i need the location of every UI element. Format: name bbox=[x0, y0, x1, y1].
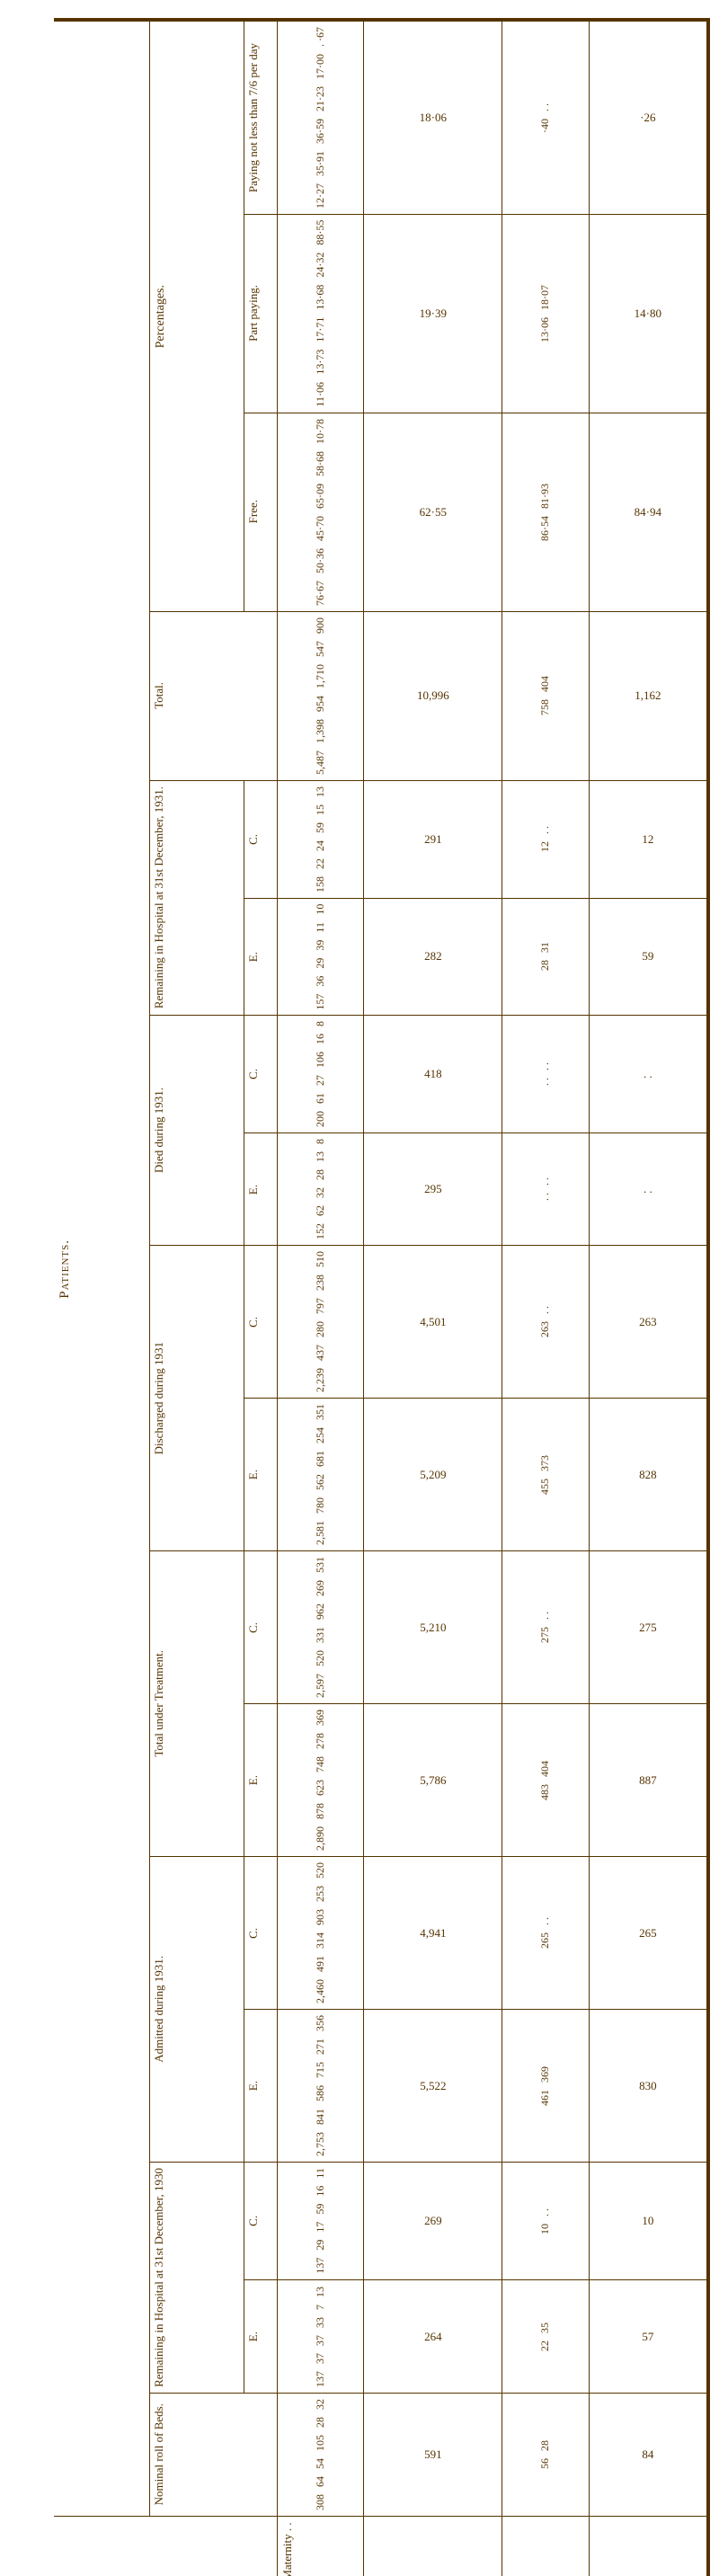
payfull-sub: 18·06 bbox=[364, 22, 502, 215]
tot-c-tot: 275 bbox=[589, 1551, 706, 1704]
died-c-values: 2006127106168 bbox=[278, 1016, 364, 1133]
died-c-sub: 418 bbox=[364, 1016, 502, 1133]
free-g2: 86·5481·93 bbox=[502, 413, 589, 611]
tot-c-g2: 275. . bbox=[502, 1551, 589, 1704]
free-tot: 84·94 bbox=[589, 413, 706, 611]
rem1930-c-g2: 10. . bbox=[502, 2163, 589, 2280]
adm-c-tot: 265 bbox=[589, 1857, 706, 2010]
rem1930-e-g2: 2235 bbox=[502, 2280, 589, 2394]
rem1931-c-values: 1582224591513 bbox=[278, 780, 364, 898]
rem1930-c-sub: 269 bbox=[364, 2163, 502, 2280]
rem1930-e-sub: 264 bbox=[364, 2280, 502, 2394]
total-g2: 758404 bbox=[502, 611, 589, 780]
dis-c-g2: 263. . bbox=[502, 1246, 589, 1399]
patients-label: Patients. bbox=[54, 1230, 76, 1308]
rem1931-c-tot: 12 bbox=[589, 780, 706, 898]
ppay-tot: 14·80 bbox=[589, 215, 706, 413]
tot-e-tot: 887 bbox=[589, 1704, 706, 1857]
rem1931-e-g2: 2831 bbox=[502, 898, 589, 1016]
total-values: 5,4871,3989541,710547900 bbox=[278, 611, 364, 780]
died-c-g2: . .. . bbox=[502, 1016, 589, 1133]
rem1930-c-values: 1372917591611 bbox=[278, 2163, 364, 2280]
hdr-died: Died during 1931. bbox=[150, 1082, 168, 1178]
payfull-values: 12·2735·9136·5921·2317·00. ·67 bbox=[278, 22, 364, 215]
nominal-g2: 5628 bbox=[502, 2394, 589, 2517]
hdr-free: Free. bbox=[244, 494, 262, 529]
adm-e-tot: 830 bbox=[589, 2010, 706, 2163]
nominal-tot: 84 bbox=[589, 2394, 706, 2517]
dis-c-tot: 263 bbox=[589, 1246, 706, 1399]
dis-e-tot: 828 bbox=[589, 1399, 706, 1551]
rem1931-e-tot: 59 bbox=[589, 898, 706, 1016]
institution-names: Somerset . .WoodstockRondebosch and Mowb… bbox=[278, 2517, 364, 2576]
tot-c-sub: 5,210 bbox=[364, 1551, 502, 1704]
dis-c-values: 2,239437280797238510 bbox=[278, 1246, 364, 1399]
rem1930-e-values: 137373733713 bbox=[278, 2280, 364, 2394]
adm-c-sub: 4,941 bbox=[364, 1857, 502, 2010]
ppay-values: 11·0613·7317·7113·6824·3288·55 bbox=[278, 215, 364, 413]
payfull-tot: ·26 bbox=[589, 22, 706, 215]
ppay-sub: 19·39 bbox=[364, 215, 502, 413]
rem1931-c-sub: 291 bbox=[364, 780, 502, 898]
hdr-discharged: Discharged during 1931 bbox=[150, 1337, 168, 1460]
hdr-total-under: Total under Treatment. bbox=[150, 1645, 168, 1763]
rem1930-c-tot: 10 bbox=[589, 2163, 706, 2280]
total-tot: 1,162 bbox=[589, 611, 706, 780]
hdr-admitted: Admitted during 1931. bbox=[150, 1950, 168, 2068]
hdr-rem1930: Remaining in Hospital at 31st December, … bbox=[150, 2163, 168, 2393]
tot-e-g2: 483404 bbox=[502, 1704, 589, 1857]
dis-e-sub: 5,209 bbox=[364, 1399, 502, 1551]
ec-e: E. bbox=[244, 945, 262, 969]
dis-e-g2: 455373 bbox=[502, 1399, 589, 1551]
died-c-tot: . . bbox=[589, 1016, 706, 1133]
tot-e-values: 2,890878623748278369 bbox=[278, 1704, 364, 1857]
adm-e-sub: 5,522 bbox=[364, 2010, 502, 2163]
adm-e-values: 2,753841586715271356 bbox=[278, 2010, 364, 2163]
adm-c-values: 2,460491314903253520 bbox=[278, 1857, 364, 2010]
free-sub: 62·55 bbox=[364, 413, 502, 611]
died-e-sub: 295 bbox=[364, 1133, 502, 1246]
rem1931-c-g2: 12. . bbox=[502, 780, 589, 898]
died-e-values: 152623228138 bbox=[278, 1133, 364, 1246]
died-e-tot: . . bbox=[589, 1133, 706, 1246]
died-e-g2: . .. . bbox=[502, 1133, 589, 1246]
adm-c-g2: 265. . bbox=[502, 1857, 589, 2010]
rem1931-e-sub: 282 bbox=[364, 898, 502, 1016]
ec-c: C. bbox=[244, 827, 262, 852]
hdr-nominal: Nominal roll of Beds. bbox=[150, 2398, 168, 2510]
hdr-part-paying: Part paying. bbox=[244, 280, 262, 347]
adm-e-g2: 461369 bbox=[502, 2010, 589, 2163]
dis-c-sub: 4,501 bbox=[364, 1246, 502, 1399]
hdr-paying-not-less: Paying not less than 7/6 per day bbox=[244, 38, 262, 198]
payfull-g2: ·40. . bbox=[502, 22, 589, 215]
tot-c-values: 2,597520331962269531 bbox=[278, 1551, 364, 1704]
comparative-table: Patients. Percentages. Paying not less t… bbox=[54, 21, 707, 2576]
institution-g2-names: Eaton Home . .McGregor Home bbox=[502, 2517, 589, 2576]
nominal-values: 30864541052832 bbox=[278, 2394, 364, 2517]
total-sub: 10,996 bbox=[364, 611, 502, 780]
ppay-g2: 13·0618·07 bbox=[502, 215, 589, 413]
nominal-sub: 591 bbox=[364, 2394, 502, 2517]
hdr-rem1931: Remaining in Hospital at 31st December, … bbox=[150, 781, 168, 1014]
percentages-label: Percentages. bbox=[150, 280, 172, 353]
free-values: 76·6750·3645·7065·0958·6810·78 bbox=[278, 413, 364, 611]
hdr-total: Total. bbox=[150, 677, 168, 715]
tot-e-sub: 5,786 bbox=[364, 1704, 502, 1857]
rem1931-e-values: 1573629391110 bbox=[278, 898, 364, 1016]
dis-e-values: 2,581780562681254351 bbox=[278, 1399, 364, 1551]
rem1930-e-tot: 57 bbox=[589, 2280, 706, 2394]
